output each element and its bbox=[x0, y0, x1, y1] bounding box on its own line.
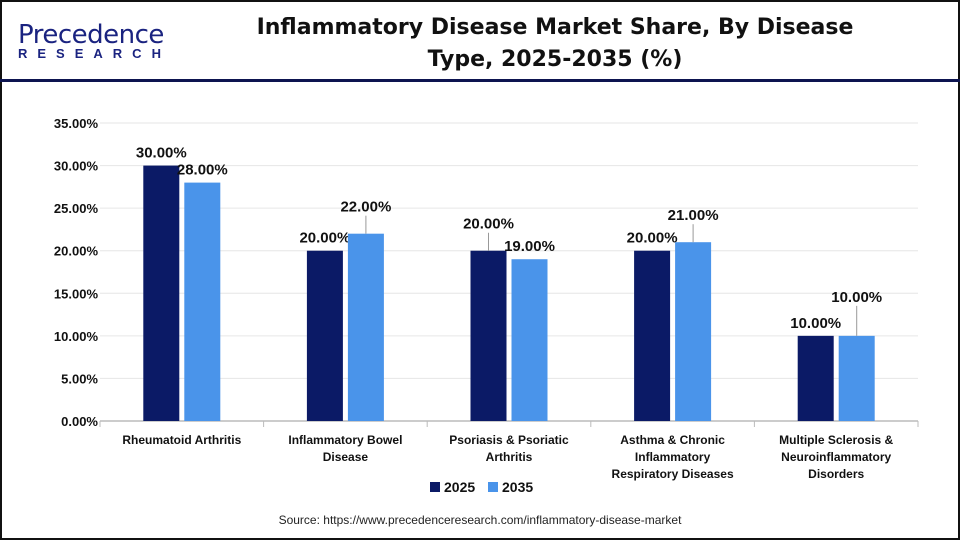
x-tick-label: Disease bbox=[323, 450, 369, 464]
y-tick-label: 35.00% bbox=[54, 116, 99, 131]
bar-2035 bbox=[511, 259, 548, 421]
x-tick-label: Psoriasis & Psoriatic bbox=[449, 433, 569, 447]
bar-2025 bbox=[797, 335, 834, 421]
x-tick-label: Neuroinflammatory bbox=[781, 450, 891, 464]
bar-2035 bbox=[838, 335, 875, 421]
bar-chart: 0.00% 5.00% 10.00% 15.00% 20.00% 25.00% 30.00%… bbox=[54, 116, 919, 495]
data-label: 10.00% bbox=[831, 289, 882, 306]
bar-2025 bbox=[470, 250, 507, 421]
y-tick-label: 0.00% bbox=[61, 414, 98, 429]
legend-label: 2035 bbox=[502, 479, 533, 495]
data-label: 21.00% bbox=[668, 207, 719, 224]
chart-title: Inflammatory Disease Market Share, By Di… bbox=[256, 15, 854, 72]
x-tick-label: Rheumatoid Arthritis bbox=[122, 433, 241, 447]
bar-2025 bbox=[634, 250, 671, 421]
y-tick-label: 25.00% bbox=[54, 201, 99, 216]
bar-2035 bbox=[347, 233, 384, 421]
y-tick-label: 30.00% bbox=[54, 159, 99, 174]
y-tick-label: 15.00% bbox=[54, 286, 99, 301]
y-tick-label: 20.00% bbox=[54, 244, 99, 259]
x-tick-label: Inflammatory Bowel bbox=[288, 433, 402, 447]
data-label: 30.00% bbox=[136, 145, 187, 162]
logo-subtext: RESEARCH bbox=[18, 46, 171, 61]
source-note: Source: https://www.precedenceresearch.c… bbox=[278, 513, 682, 527]
data-label: 20.00% bbox=[299, 230, 350, 247]
data-label: 10.00% bbox=[790, 315, 841, 332]
x-tick-label: Asthma & Chronic bbox=[620, 433, 725, 447]
bar-2025 bbox=[306, 250, 343, 421]
data-label: 19.00% bbox=[504, 238, 555, 255]
data-label: 28.00% bbox=[177, 162, 228, 179]
logo: Precedence RESEARCH bbox=[18, 20, 171, 61]
legend-swatch-2025 bbox=[430, 482, 440, 492]
x-tick-label: Arthritis bbox=[486, 450, 533, 464]
y-tick-label: 10.00% bbox=[54, 329, 99, 344]
bar-2035 bbox=[675, 242, 712, 421]
y-tick-label: 5.00% bbox=[61, 371, 98, 386]
logo-text: Precedence bbox=[18, 20, 164, 50]
x-tick-label: Multiple Sclerosis & bbox=[779, 433, 893, 447]
data-label: 20.00% bbox=[463, 216, 514, 233]
legend-label: 2025 bbox=[444, 479, 475, 495]
x-tick-label: Disorders bbox=[808, 467, 864, 481]
header-divider bbox=[0, 79, 960, 82]
data-label: 22.00% bbox=[340, 199, 391, 216]
data-label: 20.00% bbox=[627, 230, 678, 247]
x-tick-label: Inflammatory bbox=[635, 450, 711, 464]
bar-2035 bbox=[184, 182, 221, 421]
x-tick-label: Respiratory Diseases bbox=[612, 467, 734, 481]
legend-swatch-2035 bbox=[488, 482, 498, 492]
bar-2025 bbox=[143, 165, 180, 421]
